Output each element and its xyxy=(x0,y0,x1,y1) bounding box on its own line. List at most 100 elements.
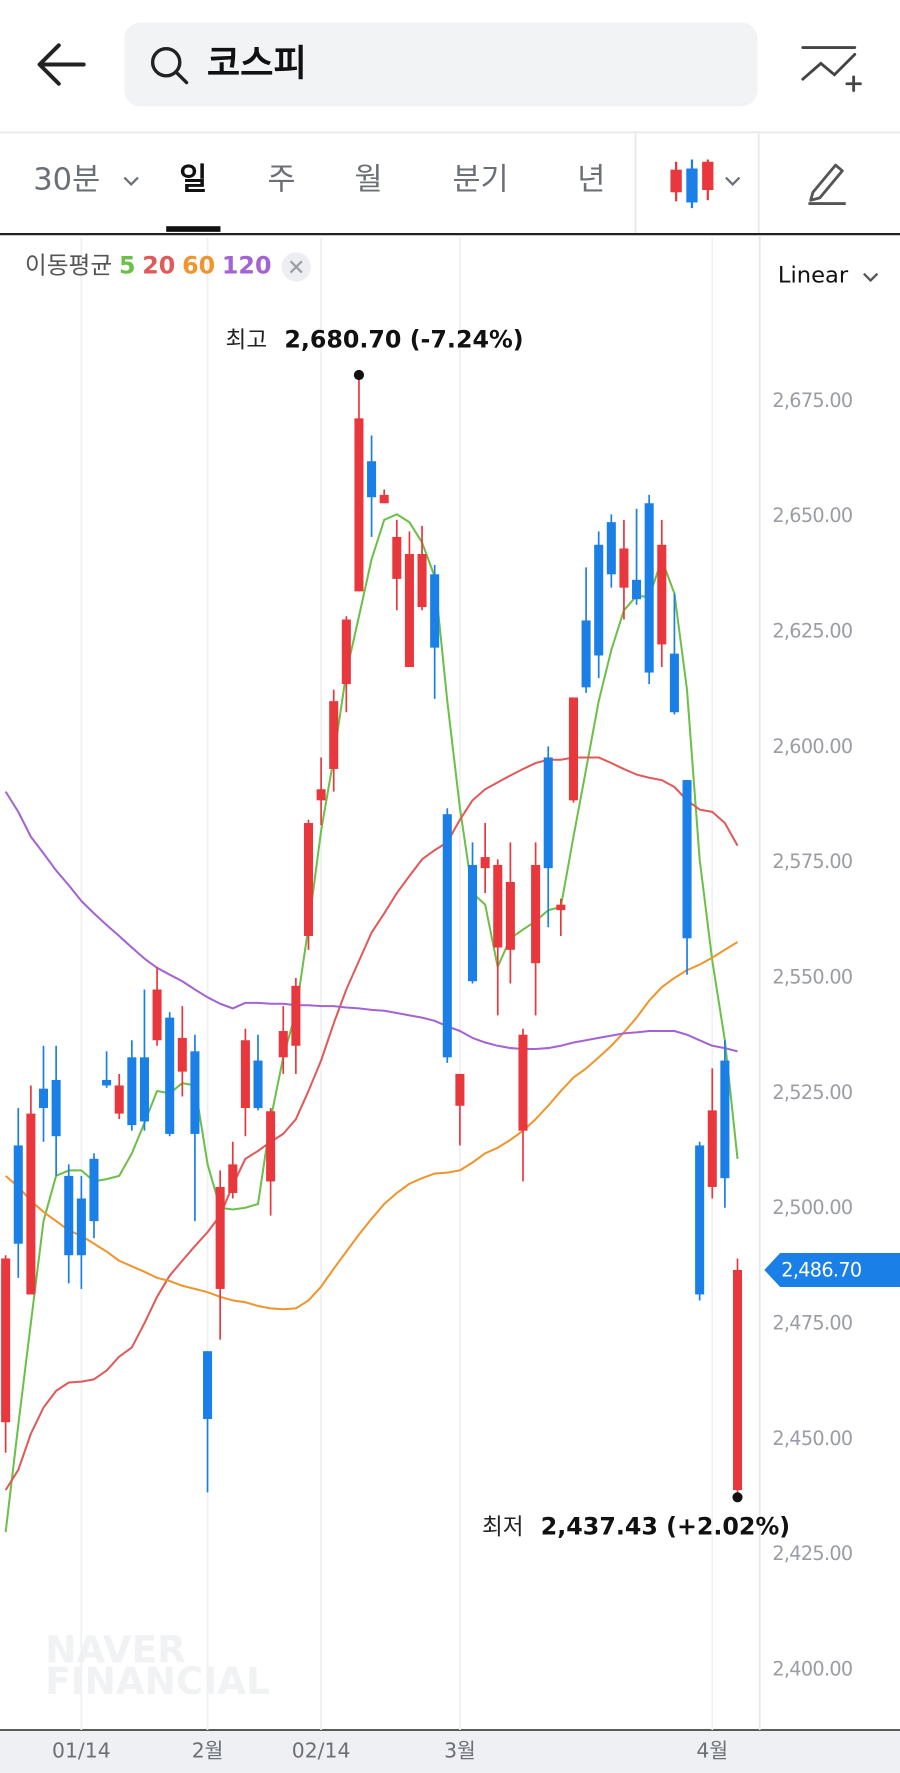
y-tick-label: 2,425.00 xyxy=(772,1542,852,1565)
candle-body xyxy=(404,553,414,668)
candle-body xyxy=(114,1085,124,1114)
candle-body xyxy=(316,789,326,801)
candle-body xyxy=(64,1175,74,1256)
y-tick-label: 2,575.00 xyxy=(772,850,852,873)
x-tick-label: 01/14 xyxy=(52,1738,111,1762)
tab[interactable]: 월 xyxy=(355,162,383,197)
candle-body xyxy=(379,494,389,504)
legend-item: 5 xyxy=(119,251,136,279)
candle-body xyxy=(13,1145,23,1244)
current-price-tag xyxy=(764,1253,900,1287)
candle-body xyxy=(240,1040,250,1109)
candle-body xyxy=(543,757,553,869)
tab[interactable]: 분기 xyxy=(452,162,508,197)
candle-body xyxy=(417,553,427,608)
legend-title: 이동평균 xyxy=(25,251,112,279)
x-tick-label: 4월 xyxy=(696,1738,728,1762)
candle-body xyxy=(291,985,301,1046)
candle-body xyxy=(556,904,566,911)
y-axis: 2,400.00 2,425.00 2,450.00 2,475.00 2,500.00… xyxy=(772,389,853,1681)
candle-body xyxy=(707,1110,717,1187)
candle-body xyxy=(139,1057,149,1122)
candle-body xyxy=(493,864,503,948)
candle-body xyxy=(669,653,679,713)
legend-item: 20 xyxy=(142,251,175,279)
y-tick-label: 2,600.00 xyxy=(772,735,852,758)
scale-label: Linear xyxy=(778,262,849,288)
y-tick-label: 2,650.00 xyxy=(772,504,852,527)
add-indicator-button[interactable] xyxy=(801,46,862,92)
y-tick-label: 2,500.00 xyxy=(772,1196,852,1219)
candle-body xyxy=(102,1079,112,1086)
moving-average-line xyxy=(4,941,739,1311)
candle-body xyxy=(480,857,490,869)
candle-body xyxy=(505,882,515,950)
annotation-label: 최저 xyxy=(482,1514,524,1540)
candle-body xyxy=(442,814,452,1058)
search-box[interactable] xyxy=(124,22,758,107)
candle-body xyxy=(606,522,616,575)
top-bar: 코스피 xyxy=(0,22,900,134)
candle-body xyxy=(531,864,541,964)
candle-body xyxy=(89,1158,99,1222)
candle-body xyxy=(190,1051,200,1134)
candle-body xyxy=(76,1198,86,1256)
candle-body xyxy=(695,1145,705,1295)
candle-body xyxy=(1,1258,11,1423)
tab[interactable]: 주 xyxy=(267,162,295,197)
candle-body xyxy=(127,1057,137,1126)
candle-body xyxy=(341,619,351,685)
candle-body xyxy=(657,544,667,645)
x-axis-band xyxy=(0,1729,900,1773)
candle-body xyxy=(594,544,604,656)
candle-body xyxy=(266,1111,276,1182)
candle-body xyxy=(203,1351,213,1420)
candle-body xyxy=(430,574,440,648)
candle-body xyxy=(619,548,629,588)
candle-body xyxy=(278,1031,288,1058)
annotation-label: 최고 xyxy=(226,328,268,354)
tab[interactable]: 30분 xyxy=(33,162,100,197)
y-tick-label: 2,450.00 xyxy=(772,1427,852,1450)
candle-body xyxy=(152,989,162,1041)
legend-item: 60 xyxy=(182,251,215,279)
candle-body xyxy=(51,1079,61,1137)
search-icon xyxy=(174,70,189,85)
candle-body xyxy=(26,1113,36,1295)
extreme-marker xyxy=(732,1492,743,1503)
current-price-label: 2,486.70 xyxy=(781,1259,861,1282)
candle-body xyxy=(392,536,402,579)
back-button[interactable] xyxy=(37,43,86,86)
candle-body xyxy=(468,864,478,982)
candle-body xyxy=(354,418,364,592)
dropdown-chevron xyxy=(123,176,139,186)
candle-body xyxy=(732,1270,743,1491)
moving-average-line xyxy=(4,791,738,1053)
watermark: NAVER xyxy=(45,1627,186,1671)
tab[interactable]: 일 xyxy=(179,162,207,197)
candle-body xyxy=(303,822,314,936)
moving-average-line xyxy=(4,756,739,1491)
candle-body xyxy=(228,1164,238,1193)
legend-close[interactable] xyxy=(281,252,311,282)
tab-indicator xyxy=(166,226,221,232)
y-tick-label: 2,475.00 xyxy=(772,1311,852,1334)
x-tick-label: 2월 xyxy=(192,1738,224,1762)
candle-body xyxy=(165,1017,175,1134)
y-tick-label: 2,625.00 xyxy=(772,619,852,642)
watermark: FINANCIAL xyxy=(45,1659,270,1703)
y-tick-label: 2,550.00 xyxy=(772,965,852,988)
chart-style-button[interactable] xyxy=(670,159,741,209)
candle-body xyxy=(632,579,642,600)
candle-body xyxy=(568,697,578,801)
draw-button[interactable] xyxy=(808,163,846,205)
scale-selector[interactable]: Linear xyxy=(778,262,879,288)
tab[interactable]: 년 xyxy=(577,162,605,197)
candle-body xyxy=(329,701,339,769)
search-text: 코스피 xyxy=(207,42,307,85)
candle-body xyxy=(38,1088,49,1109)
candle-body xyxy=(253,1060,263,1109)
y-tick-label: 2,525.00 xyxy=(772,1081,852,1104)
x-tick-label: 3월 xyxy=(444,1738,476,1762)
